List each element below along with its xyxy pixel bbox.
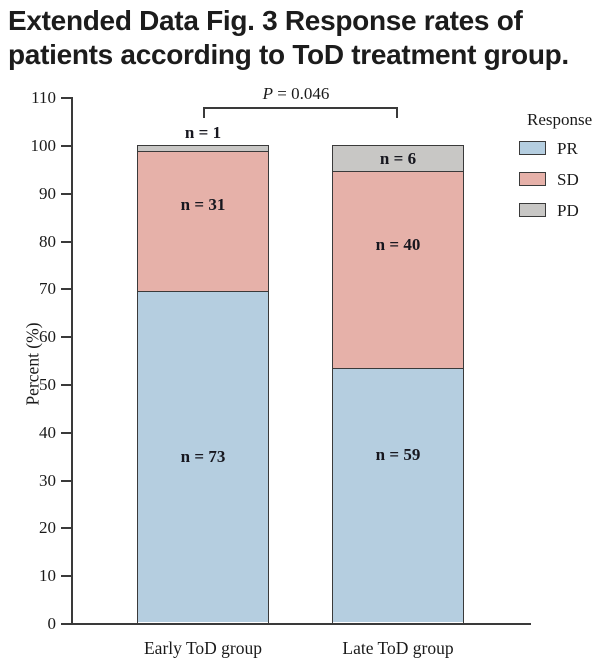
legend-label: PR xyxy=(557,138,578,158)
legend-swatch-pd-icon xyxy=(519,203,546,217)
y-tick-mark xyxy=(61,240,72,243)
p-symbol: P xyxy=(262,84,274,103)
legend-swatch-sd-icon xyxy=(519,172,546,186)
y-tick-label: 60 xyxy=(39,327,56,347)
y-tick-label: 0 xyxy=(47,614,57,633)
p-value-text: = 0.046 xyxy=(273,84,330,103)
count-label: n = 31 xyxy=(180,194,226,214)
bar-segment-sd xyxy=(138,150,268,292)
bar-segment-pr xyxy=(138,291,268,622)
x-axis-line xyxy=(71,623,531,625)
y-tick-label: 20 xyxy=(39,518,56,538)
figure-title: Extended Data Fig. 3 Response rates of p… xyxy=(8,4,596,72)
y-tick-mark xyxy=(61,192,72,195)
y-tick-label: 100 xyxy=(30,136,57,155)
y-tick-label: 30 xyxy=(39,470,56,490)
legend-label: PD xyxy=(557,200,579,220)
y-tick-mark xyxy=(61,288,72,291)
legend-row: PD xyxy=(519,200,599,220)
significance-bracket-left-tick xyxy=(203,107,205,118)
count-label: n = 73 xyxy=(180,447,226,467)
legend-swatch-pr-icon xyxy=(519,141,546,155)
count-label: n = 59 xyxy=(375,445,421,465)
legend: Response PR SD PD xyxy=(519,111,599,234)
figure-title-line1: Extended Data Fig. 3 Response rates of xyxy=(8,5,523,36)
legend-label: SD xyxy=(557,169,579,189)
bar-segment-pr xyxy=(333,368,463,622)
figure-title-line2: patients according to ToD treatment grou… xyxy=(8,39,569,70)
stacked-bar xyxy=(137,145,269,624)
y-tick-label: 40 xyxy=(39,422,56,442)
y-tick-label: 110 xyxy=(31,88,56,108)
significance-bracket-right-tick xyxy=(396,107,398,118)
y-tick-label: 90 xyxy=(39,183,56,203)
y-tick-label: 10 xyxy=(39,566,56,586)
y-tick-mark xyxy=(61,623,72,625)
stacked-bar xyxy=(332,145,464,624)
bar-segment-pd xyxy=(138,146,268,151)
bar-segment-pd xyxy=(333,146,463,171)
y-tick-mark xyxy=(61,575,72,578)
p-value-annotation: P = 0.046 xyxy=(263,84,330,104)
y-tick-mark xyxy=(61,97,72,100)
legend-row: SD xyxy=(519,169,599,189)
y-tick-label: 70 xyxy=(39,279,56,299)
x-category-label: Late ToD group xyxy=(342,638,454,658)
y-tick-label: 80 xyxy=(39,231,56,251)
y-axis-line xyxy=(71,97,73,625)
legend-row: PR xyxy=(519,138,599,158)
y-tick-mark xyxy=(61,336,72,339)
y-tick-mark xyxy=(61,384,72,386)
significance-bracket-horizontal xyxy=(203,107,398,109)
y-tick-label: 50 xyxy=(39,375,56,394)
count-label: n = 40 xyxy=(375,235,421,255)
legend-title: Response xyxy=(527,110,593,129)
y-tick-mark xyxy=(61,145,72,147)
count-label: n = 6 xyxy=(379,148,417,168)
count-label-outside: n = 1 xyxy=(184,123,222,142)
legend-rows: PR SD PD xyxy=(519,138,599,220)
bar-segment-sd xyxy=(333,170,463,369)
x-category-label: Early ToD group xyxy=(143,638,262,658)
y-tick-mark xyxy=(61,431,72,434)
y-tick-mark xyxy=(61,527,72,530)
y-tick-mark xyxy=(61,479,72,482)
